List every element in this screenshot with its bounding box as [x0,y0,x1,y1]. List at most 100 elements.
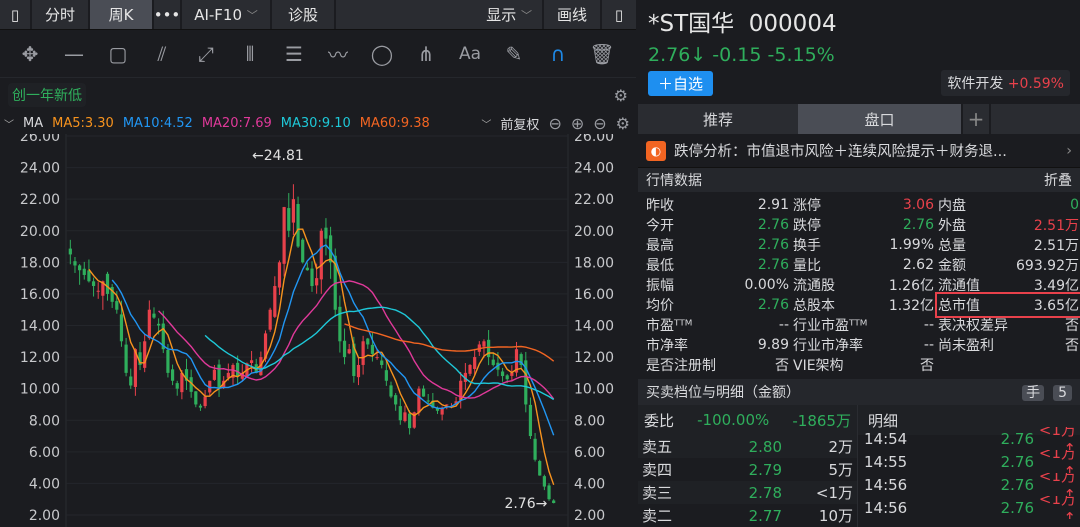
candle [491,353,495,367]
ask-row[interactable]: 卖五 2.80 2万 [638,435,857,458]
draw-button[interactable]: 画线 [544,0,602,29]
ma30-value: MA30:9.10 [280,115,351,131]
circle-icon[interactable]: ◯ [370,41,394,66]
quote-label: 市净率 [646,338,688,354]
more-button[interactable]: ••• [154,0,182,29]
alert-text: 跌停分析：市值退市风险＋连续风险提示＋财务退... [674,144,1007,160]
five-levels-button[interactable]: 5 [1053,385,1072,401]
quote-value: 3.49亿 [1033,278,1079,294]
tab-recommend[interactable]: 推荐 [702,110,733,129]
tab-intraday[interactable]: 分时 [32,0,90,29]
gear-icon[interactable]: ⚙ [613,85,628,105]
sector-badge[interactable]: 软件开发 +0.59% [941,70,1070,96]
quote-cell: 总股本 1.32亿 [793,295,938,315]
y-tick-left: 2.00 [29,508,60,524]
kline-chart[interactable]: 26.00 26.00 24.00 24.00 22.00 22.00 20.00 20.00… [0,134,636,527]
chevron-down-icon[interactable]: ﹀ [4,119,14,131]
tick-amount: <1万↑ [1038,450,1076,473]
ask-row[interactable]: 卖三 2.78 <1万 [638,481,857,504]
limit-down-alert[interactable]: ◐ 跌停分析：市值退市风险＋连续风险提示＋财务退... › [638,134,1080,168]
tab-orderbook[interactable]: 盘口 [798,104,961,134]
candle [338,295,342,353]
ask-level: 卖二 [642,507,673,525]
move-icon[interactable]: ✥ [21,41,39,66]
candle [417,386,421,416]
add-tab-button[interactable]: + [961,104,991,134]
quote-panel: *ST国华 000004 2.76↓ -0.15 -5.15% ＋自选 软件开发… [638,0,1080,527]
parallel-lines-icon[interactable]: ⦀ [245,41,255,66]
quote-value: 9.89 [757,337,789,353]
y-tick-left: 24.00 [20,161,60,177]
tab-weekly-k[interactable]: 周K [90,0,154,29]
candle [184,358,189,390]
plus-circle-icon[interactable]: ⊕ [570,113,585,133]
hand-unit-button[interactable]: 手 [1022,385,1045,401]
candle [296,196,300,248]
quote-label: 表决权差异 [938,318,1008,334]
tick-time: 14:54 [864,429,908,448]
fold-button[interactable]: 折叠 [1044,173,1072,189]
segment-icon[interactable]: ⤢ [198,41,214,66]
quote-cell: 最低 2.76 [646,255,793,275]
eraser-icon[interactable]: ✎ [505,41,523,66]
candle [305,262,309,271]
candle [226,363,230,381]
chevron-right-icon: › [1066,142,1072,159]
trash-icon[interactable]: 🗑 [589,41,615,66]
quote-label: 内盘 [938,198,966,214]
candle [287,193,291,238]
tick-price: 2.76 [1000,475,1034,494]
sidebar-toggle-icon[interactable]: ▯ [0,0,32,29]
ask-row[interactable]: 卖四 2.79 5万 [638,458,857,481]
tick-row: 14:55 2.76 <1万↑ [858,450,1080,473]
quote-cell: 今开 2.76 [646,215,793,235]
minus-circle-icon[interactable]: ⊖ [548,113,562,133]
quote-cell: 市净率 9.89 [646,335,793,355]
candle [412,411,416,429]
ai-f10-dropdown[interactable]: AI-F10 ﹀ [182,0,272,29]
add-watchlist-button[interactable]: ＋自选 [648,70,714,96]
magnet-icon[interactable]: ∩ [550,41,566,66]
display-dropdown[interactable]: 显示 ﹀ [336,0,544,29]
candle [180,370,184,400]
quote-cell: 量比 2.62 [793,255,938,275]
quote-value: 2.76 [902,217,934,233]
gann-icon[interactable]: ☰ [285,41,303,66]
candle [194,391,198,408]
wave-icon[interactable]: 〰 [328,43,348,67]
text-icon[interactable]: Aa [458,43,482,64]
panel-toggle-icon[interactable]: ▯ [614,5,624,24]
candle [68,239,72,265]
ma30-line [204,306,555,401]
tick-time: 14:55 [864,452,908,471]
minus-circle-icon[interactable]: ⊖ [593,113,607,133]
diagnose-button[interactable]: 诊股 [272,0,336,29]
y-tick-left: 14.00 [20,319,60,335]
quote-cell: 振幅 0.00% [646,275,793,295]
quote-label: 外盘 [938,218,966,234]
tick-time: 14:56 [864,475,908,494]
quote-value: 否 [1065,318,1079,334]
candle [380,354,384,369]
candle [538,459,542,476]
wb-pct: -100.00% [697,411,770,429]
candle [519,352,523,370]
gear-icon[interactable]: ⚙ [615,113,630,133]
quote-cell: 换手 1.99% [793,235,938,255]
quote-label: VIE架构 [793,358,844,374]
max-price-label: ←24.81 [252,148,304,164]
candle [473,348,477,376]
line-icon[interactable]: — [64,41,84,66]
ask-price: 2.80 [748,437,782,456]
chevron-down-icon[interactable]: ﹀ [481,119,492,131]
quote-cell: 流通股 1.26亿 [793,275,938,295]
quote-value: 2.76 [757,237,789,253]
candle [342,328,347,365]
rectangle-icon[interactable]: ▢ [108,41,128,66]
adjust-dropdown[interactable]: 前复权 [500,117,540,133]
ask-row[interactable]: 卖二 2.77 10万 [638,504,857,527]
pitchfork-icon[interactable]: ⋔ [417,41,435,66]
fan-icon[interactable]: ⫽ [157,41,167,66]
candle [101,280,105,310]
y-tick-right: 18.00 [574,255,614,271]
